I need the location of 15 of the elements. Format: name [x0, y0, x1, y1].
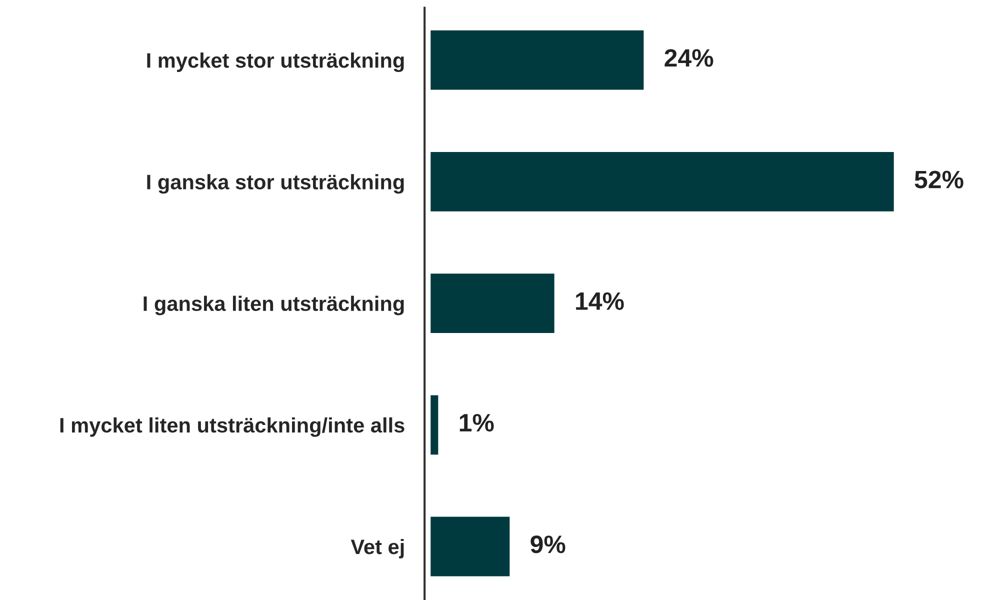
data-label: 9% [530, 536, 566, 554]
bar [429, 515, 512, 578]
data-label: 52% [914, 170, 964, 188]
y-tick-label: I mycket stor utsträckning [147, 52, 404, 72]
bar [429, 272, 556, 334]
bar [429, 28, 646, 92]
y-tick-label: I ganska stor utsträckning [147, 174, 404, 194]
y-tick-label: I mycket liten utsträckning/inte alls [60, 417, 404, 437]
data-label: 14% [576, 292, 624, 310]
y-tick-label: I ganska liten utsträckning [144, 296, 404, 316]
y-tick-label: Vet ej [350, 538, 404, 558]
bar [429, 394, 440, 456]
bar [429, 150, 896, 213]
data-label: 1% [460, 414, 494, 432]
data-label: 24% [664, 49, 714, 67]
